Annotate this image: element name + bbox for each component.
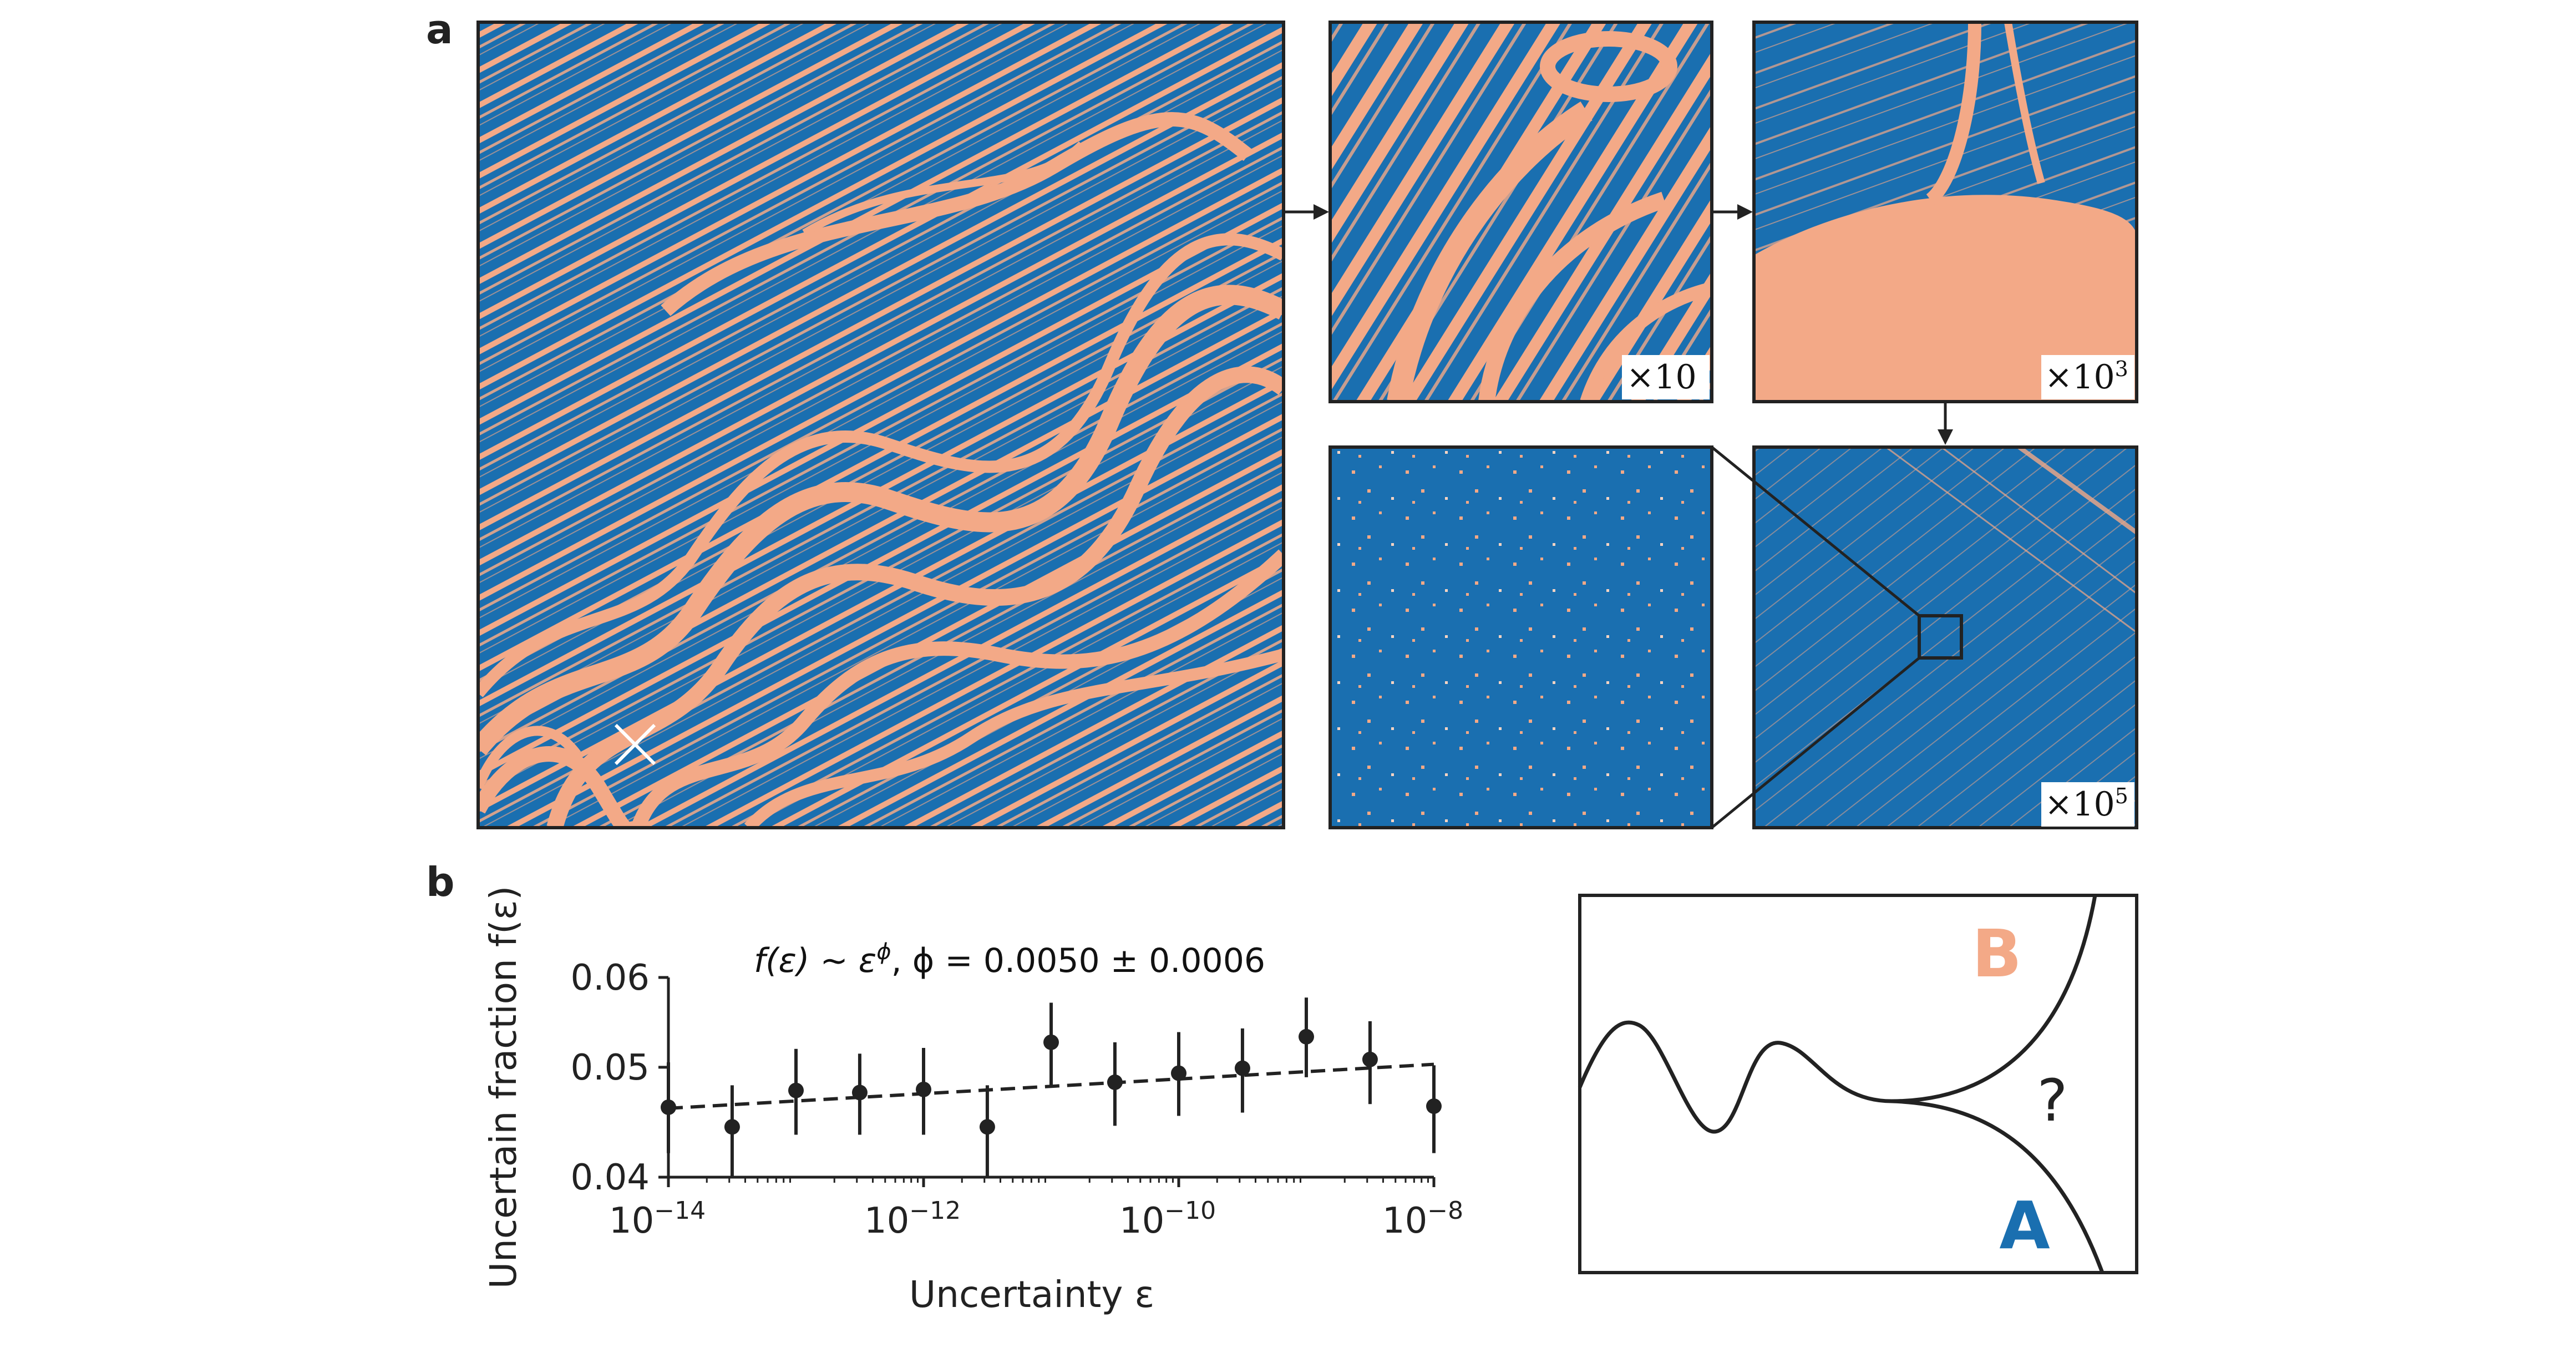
basin-label-B: B: [1972, 915, 2022, 992]
data-point: [1043, 1034, 1059, 1050]
y-axis-label: Uncertain fraction f(ε): [482, 886, 525, 1289]
fit-formula: f(ε) ∼ εϕ, ϕ = 0.0050 ± 0.0006: [754, 939, 1265, 980]
data-point: [788, 1082, 804, 1098]
zoom-label-x10: ×10: [1626, 358, 1697, 397]
y-tick-label: 0.04: [571, 1157, 650, 1198]
zoom-label-x100000: ×105: [2045, 784, 2128, 824]
panel-a-label: a: [426, 6, 453, 53]
data-point: [1299, 1028, 1314, 1045]
basin-schematic: B A ?: [1578, 894, 2138, 1274]
data-point: [1107, 1074, 1123, 1090]
zoom-inset-box: [1918, 614, 1963, 660]
y-tick-label: 0.06: [571, 957, 650, 999]
initial-condition-marker: [614, 723, 656, 766]
x-axis-label: Uncertainty ε: [909, 1273, 1154, 1316]
data-point: [916, 1081, 931, 1097]
x-axis: 10−14 10−12 10−10 10−8: [609, 1176, 1463, 1242]
y-axis: 0.04 0.05 0.06: [571, 957, 670, 1198]
boundary-question-mark: ?: [2037, 1067, 2067, 1134]
zoom-panel-x10: ×10: [1328, 21, 1713, 403]
basin-label-A: A: [1999, 1187, 2050, 1264]
basin-map-main: [476, 21, 1285, 829]
data-point: [1362, 1051, 1378, 1067]
x-tick-label: 10−10: [1119, 1197, 1216, 1242]
data-point: [1426, 1098, 1442, 1114]
data-point: [851, 1085, 868, 1101]
zoom-arrows: [1284, 204, 1953, 445]
panel-b-label: b: [426, 859, 455, 905]
data-point: [724, 1119, 740, 1135]
zoom-panel-random: [1328, 445, 1713, 829]
zoom-panel-x100000: ×105: [1752, 445, 2138, 829]
uncertainty-plot: 0.04 0.05 0.06 10−14 10−12 10−10 10−8: [571, 957, 1464, 1242]
data-point: [1171, 1065, 1186, 1081]
x-tick-label: 10−14: [609, 1197, 706, 1242]
data-point: [979, 1119, 995, 1135]
zoom-label-x1000: ×103: [2045, 357, 2128, 397]
y-tick-label: 0.05: [571, 1047, 650, 1088]
x-tick-label: 10−8: [1382, 1197, 1463, 1242]
x-tick-label: 10−12: [864, 1197, 961, 1242]
zoom-panel-x1000: ×103: [1752, 21, 2138, 403]
zoom-connector-lines: [1711, 446, 1920, 829]
data-point: [661, 1099, 676, 1115]
data-point: [1234, 1060, 1250, 1076]
data-points: [661, 997, 1442, 1177]
